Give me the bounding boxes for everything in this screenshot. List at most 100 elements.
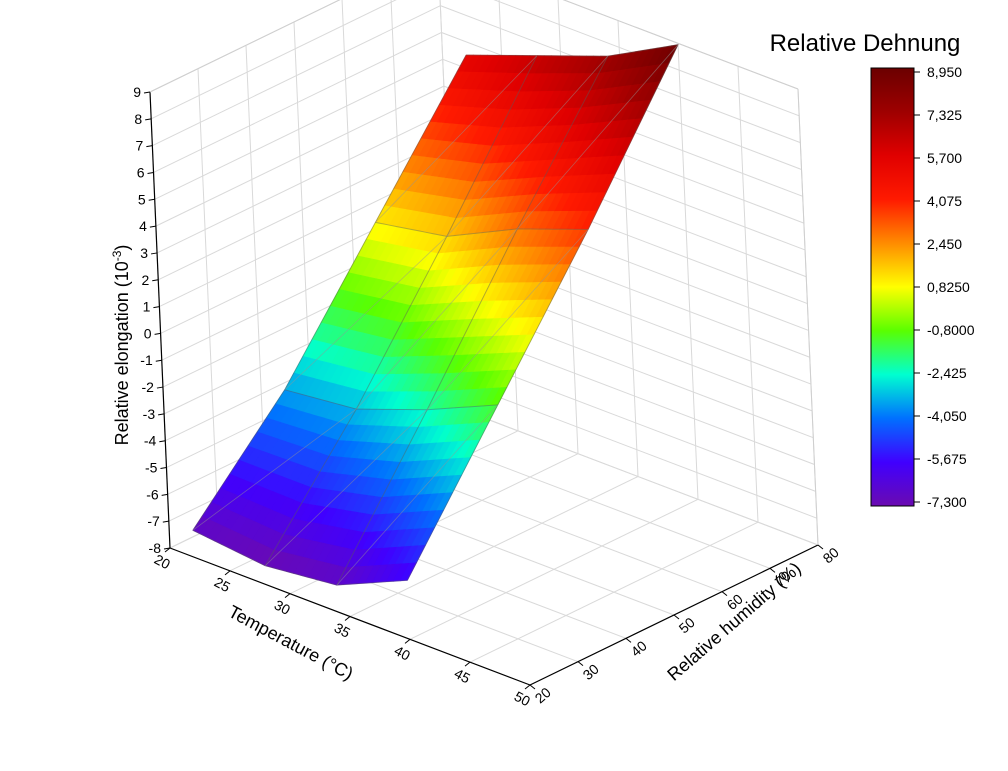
mesh-line [192,54,467,531]
z-axis-ticks: 9 8 7 6 5 4 3 2 1 0 -1 -2 -3 -4 -5 -6 -7 -8 [133,84,171,556]
x-axis-title: Temperature (°C) [225,601,356,684]
mesh-diagonal [284,236,448,391]
y-tick-mark [769,567,776,573]
y-tick-label: 40 [628,637,650,659]
colorbar-tick-label: -5,675 [927,451,967,467]
z-tick-label: -1 [140,352,153,368]
z-tick-label: -3 [143,406,156,422]
z-tick-mark [149,225,156,228]
z-tick-mark [158,413,165,416]
z-tick-label: 4 [139,218,147,234]
z-tick-mark [155,359,162,362]
colorbar-tick-label: 4,075 [927,193,962,209]
x-tick-mark [404,638,411,644]
surface-patch [399,562,417,582]
z-tick-mark [148,198,155,201]
z-axis-line [149,91,171,549]
colorbar-tick-label: 2,450 [927,236,962,252]
z-axis-title: Relative elongation (10-3) [110,245,132,446]
y-tick-label: 50 [676,614,698,636]
mesh-diagonal [426,229,589,410]
colorbar [870,67,915,507]
x-tick-mark [524,684,531,690]
mesh-diagonal [336,404,499,586]
colorbar-tick-label: -7,300 [927,494,967,510]
x-tick-label: 50 [512,688,533,710]
x-tick-label: 25 [212,574,233,596]
colorbar-tick-label: 7,325 [927,107,962,123]
z-tick-label: 6 [137,164,145,180]
x-tick-mark [224,570,231,576]
y-tick-label: 30 [580,661,602,683]
mesh-line [264,55,538,567]
back-wall-gridline [737,66,759,523]
mesh-diagonal [375,55,538,223]
mesh-line [192,529,408,586]
z-tick-label: 9 [133,84,141,100]
z-tick-mark [146,145,153,148]
mesh-line [375,221,589,237]
floor-gridline [457,407,819,546]
mesh-diagonal [446,55,609,237]
colorbar-tick-label: -4,050 [927,408,967,424]
z-tick-label: -4 [144,433,157,449]
z-tick-label: -6 [146,486,159,502]
z-tick-label: 2 [141,272,149,288]
z-tick-mark [143,91,151,94]
z-tick-mark [153,306,160,309]
x-tick-label: 45 [452,665,473,687]
mesh-diagonal [356,228,518,410]
z-tick-label: -7 [147,513,160,529]
y-tick-mark [529,684,536,690]
mesh-diagonal [516,44,679,230]
y-tick-mark [673,614,680,620]
z-tick-mark [147,171,154,174]
x-tick-mark [464,661,471,667]
z-tick-mark [145,118,152,121]
z-tick-label: 0 [144,325,152,341]
y-tick-mark [721,591,728,597]
mesh-diagonal [192,408,357,531]
left-wall-gridline [197,68,219,525]
x-tick-label: 40 [392,642,413,664]
z-tick-mark [160,467,167,470]
y-tick-mark [625,637,632,643]
x-tick-mark [344,616,351,621]
z-tick-label: 5 [138,191,146,207]
mesh-diagonal [264,409,428,567]
z-tick-label: -5 [145,460,158,476]
colorbar-ticks: 8,950 7,325 5,700 4,075 2,450 0,8250 -0,8000 -2… [914,64,975,510]
z-tick-mark [159,440,166,443]
z-tick-label: 3 [140,245,148,261]
colorbar-title: Relative Dehnung [770,30,961,57]
mesh-line [466,44,679,57]
x-tick-mark [284,593,291,599]
back-wall-gridline [677,43,699,500]
z-tick-mark [156,386,164,389]
y-tick-label: 80 [820,544,842,566]
top-left-edge [149,0,341,93]
colorbar-tick-label: 0,8250 [927,279,970,295]
x-tick-label: 30 [272,597,293,619]
z-tick-label: 8 [134,111,142,127]
x-tick-mark [164,547,171,553]
z-tick-mark [161,493,168,496]
colorbar-tick-label: -2,425 [927,365,967,381]
surface-mesh [192,44,679,586]
mesh-line [406,44,679,581]
z-tick-mark [152,279,159,282]
z-tick-label: -2 [141,379,154,395]
z-tick-mark [154,332,161,335]
back-right-edge [797,88,819,546]
y-tick-mark [817,544,824,550]
z-tick-label: -8 [149,540,162,556]
z-tick-mark [162,520,169,523]
colorbar-tick-label: 5,700 [927,150,962,166]
colorbar-tick-label: 8,950 [927,64,962,80]
x-axis-ticks: 20 25 30 35 40 45 50 [152,547,533,710]
z-tick-mark [150,252,158,255]
x-tick-label: 35 [332,619,353,641]
x-tick-label: 20 [152,551,173,573]
